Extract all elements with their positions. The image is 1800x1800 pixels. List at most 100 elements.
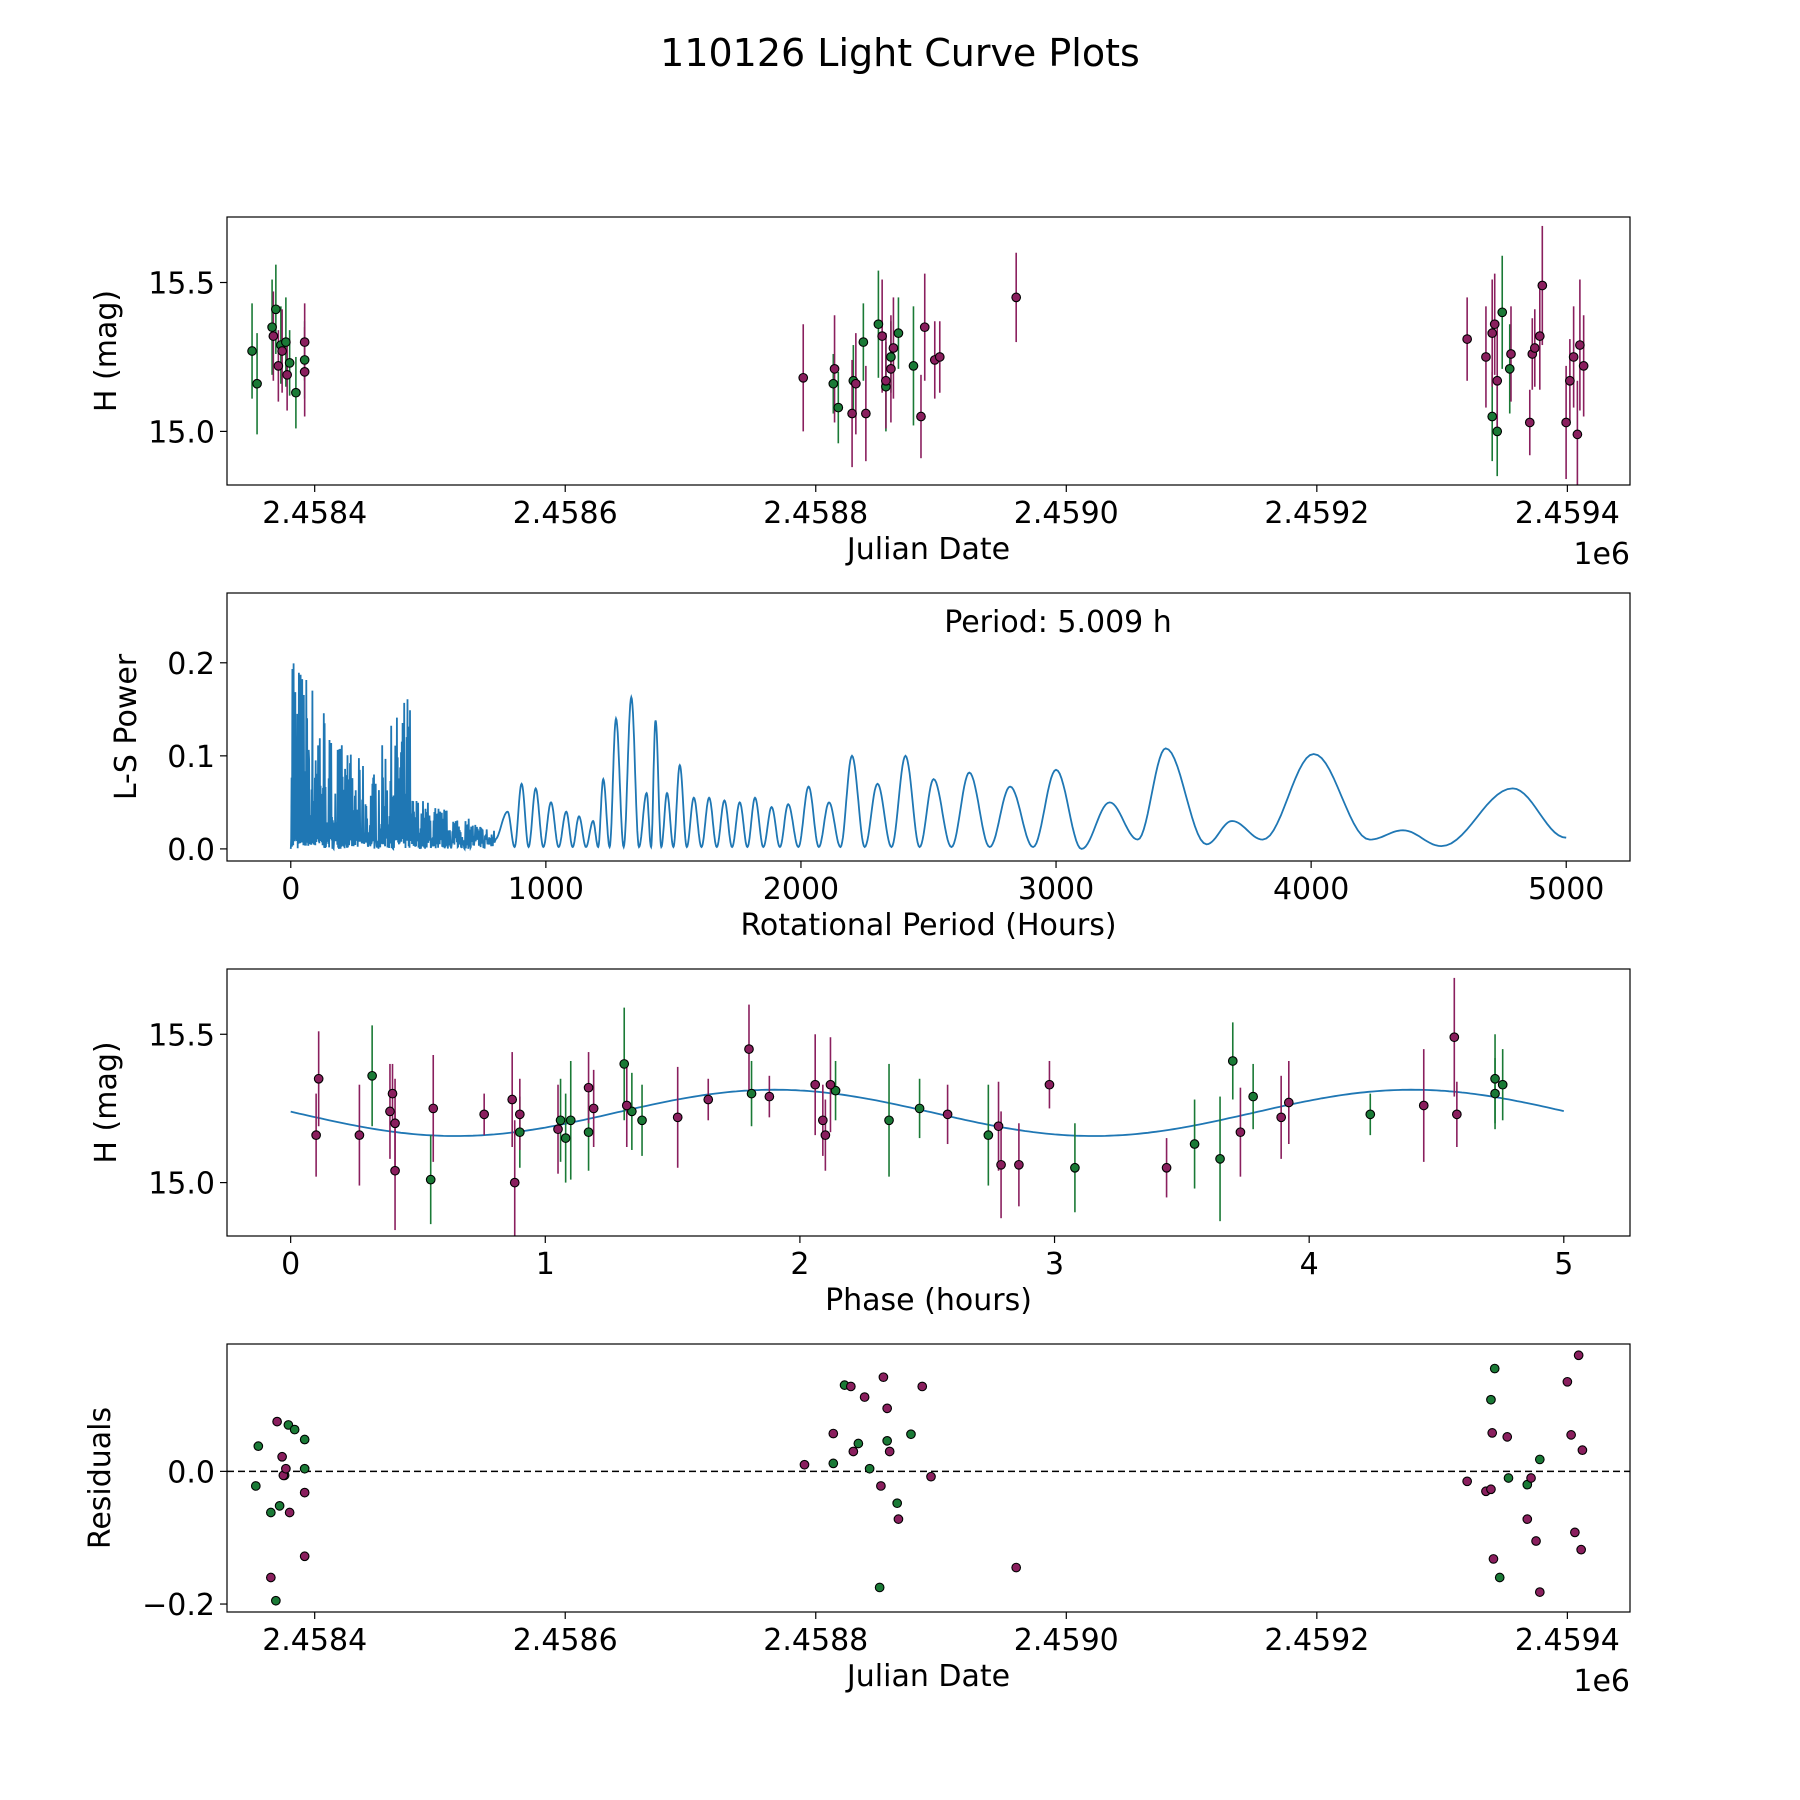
- axes-frame: [226, 216, 1631, 486]
- data-point: [996, 1159, 1006, 1170]
- data-point: [560, 1133, 571, 1143]
- x-offset-text: 1e6: [1573, 1664, 1630, 1699]
- y-tick-label: 0.0: [167, 1455, 215, 1490]
- x-tick-label: 2.4592: [1264, 496, 1369, 531]
- data-point: [983, 1130, 994, 1140]
- data-point: [507, 1094, 518, 1105]
- residual-point: [265, 1507, 276, 1518]
- data-point: [1283, 1097, 1294, 1108]
- data-point: [829, 364, 840, 374]
- x-tick-label: 0: [281, 1247, 300, 1282]
- data-point: [273, 361, 284, 371]
- y-axis-label: Residuals: [83, 1407, 118, 1549]
- data-layer: [247, 225, 1589, 485]
- data-point: [877, 331, 888, 341]
- residual-point: [1534, 1454, 1545, 1465]
- x-tick-label: 2.4588: [763, 496, 868, 531]
- data-point: [281, 337, 291, 347]
- data-point: [583, 1127, 594, 1138]
- data-point: [1506, 349, 1516, 359]
- data-point: [1014, 1159, 1024, 1170]
- residual-point: [1462, 1476, 1473, 1487]
- data-point: [267, 322, 277, 333]
- residual-point: [1487, 1428, 1498, 1438]
- data-point: [1449, 1032, 1460, 1043]
- data-point: [858, 337, 869, 347]
- y-tick-label: 15.5: [148, 267, 215, 302]
- data-point: [850, 378, 861, 389]
- residual-point: [884, 1446, 895, 1457]
- data-point: [583, 1082, 594, 1093]
- data-point: [299, 366, 310, 377]
- x-tick-label: 4: [1300, 1247, 1319, 1282]
- data-point: [825, 1079, 836, 1090]
- period-annotation: Period: 5.009 h: [944, 605, 1172, 640]
- residual-point: [277, 1451, 287, 1462]
- data-point: [354, 1130, 365, 1140]
- data-point: [703, 1094, 714, 1105]
- data-point: [884, 1115, 894, 1126]
- residual-point: [882, 1436, 893, 1446]
- residual-point: [281, 1463, 291, 1474]
- residual-point: [859, 1392, 870, 1402]
- data-point: [1492, 426, 1503, 437]
- residual-point: [828, 1428, 839, 1439]
- data-point: [1490, 1088, 1500, 1099]
- residual-point: [1522, 1514, 1533, 1524]
- data-point: [1568, 352, 1579, 362]
- x-tick-label: 2.4586: [513, 1623, 618, 1658]
- data-point: [1487, 328, 1498, 338]
- residual-point: [1526, 1473, 1536, 1483]
- x-offset-text: 1e6: [1573, 537, 1630, 572]
- y-axis-label: H (mag): [89, 290, 124, 412]
- panel-time-series: 2.4584 2.4586 2.4588 2.4590 2.4592 2.4594 15.0…: [89, 216, 1631, 572]
- y-tick-label: 0.2: [167, 647, 215, 682]
- residual-point: [853, 1438, 864, 1449]
- residual-point: [882, 1403, 893, 1414]
- data-point: [277, 346, 287, 356]
- data-point: [861, 408, 871, 419]
- residual-point: [250, 1481, 261, 1491]
- data-point: [311, 1130, 321, 1140]
- x-tick-label: 2.4584: [262, 1623, 367, 1658]
- y-tick-label: 0.1: [167, 740, 215, 775]
- data-point: [1490, 1073, 1500, 1084]
- residual-point: [906, 1429, 916, 1440]
- data-point: [1161, 1162, 1172, 1173]
- data-point: [514, 1127, 525, 1138]
- axes-frame: [226, 1343, 1631, 1613]
- data-point: [1276, 1112, 1287, 1123]
- data-point: [919, 322, 930, 333]
- data-point: [1481, 352, 1491, 362]
- x-tick-label: 0: [281, 872, 300, 907]
- residual-point: [848, 1446, 859, 1457]
- residual-point: [274, 1501, 285, 1511]
- x-axis-label: Julian Date: [845, 1659, 1010, 1694]
- residual-point: [271, 1595, 281, 1606]
- data-point: [764, 1091, 775, 1102]
- x-tick-label: 2: [790, 1247, 809, 1282]
- residual-point: [864, 1463, 875, 1474]
- data-point: [299, 355, 310, 365]
- residual-point: [1577, 1445, 1588, 1455]
- residual-point: [878, 1372, 889, 1383]
- data-point: [1492, 375, 1503, 386]
- data-point: [619, 1059, 630, 1069]
- data-point: [425, 1174, 436, 1185]
- data-point: [1011, 292, 1022, 303]
- data-point: [247, 346, 257, 356]
- panel-periodogram: 0 1000 2000 3000 4000 5000 0.0 0.1 0.2 Rotational…: [109, 592, 1631, 943]
- x-tick-label: 2.4588: [763, 1623, 868, 1658]
- data-point: [993, 1121, 1004, 1132]
- data-point: [252, 378, 262, 389]
- data-point: [744, 1044, 754, 1054]
- data-point: [299, 337, 310, 347]
- residual-point: [1494, 1572, 1505, 1583]
- data-point: [914, 1103, 925, 1114]
- x-tick-label: 5000: [1528, 872, 1604, 907]
- data-point: [1452, 1109, 1462, 1120]
- data-point: [1561, 417, 1571, 428]
- data-point: [313, 1073, 324, 1084]
- data-point: [1575, 340, 1585, 350]
